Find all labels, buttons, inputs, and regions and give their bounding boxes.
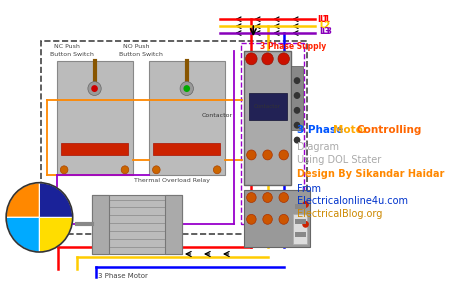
Wedge shape: [39, 217, 73, 252]
Circle shape: [279, 193, 289, 202]
Text: 3 Phase: 3 Phase: [297, 126, 343, 135]
Circle shape: [278, 53, 290, 65]
Bar: [91, 194, 182, 254]
Text: L3: L3: [319, 27, 330, 36]
Bar: [244, 51, 292, 185]
Bar: [241, 43, 304, 224]
Circle shape: [294, 77, 301, 84]
Text: Thermal Overload Relay: Thermal Overload Relay: [134, 178, 210, 183]
Text: Using DOL Stater: Using DOL Stater: [297, 155, 381, 165]
Text: Controlling: Controlling: [357, 126, 422, 135]
Bar: [154, 143, 220, 155]
Text: Diagram: Diagram: [297, 141, 338, 152]
Text: Contactor: Contactor: [202, 113, 233, 118]
Circle shape: [246, 214, 256, 224]
Circle shape: [183, 85, 190, 92]
Bar: [295, 219, 306, 224]
Circle shape: [88, 82, 101, 96]
Text: Design By Sikandar Haidar: Design By Sikandar Haidar: [297, 169, 444, 179]
Bar: [149, 61, 225, 175]
Circle shape: [60, 166, 68, 174]
Wedge shape: [39, 183, 73, 217]
Wedge shape: [6, 183, 39, 217]
Circle shape: [180, 82, 193, 96]
Text: 3 Phase Supply: 3 Phase Supply: [261, 42, 327, 51]
Text: L2: L2: [319, 21, 330, 30]
Text: 3 Phase Motor: 3 Phase Motor: [98, 273, 148, 279]
Text: From: From: [297, 184, 320, 194]
Circle shape: [246, 53, 257, 65]
Circle shape: [91, 85, 98, 92]
Circle shape: [246, 193, 256, 202]
Circle shape: [213, 166, 221, 174]
Circle shape: [302, 201, 309, 208]
Circle shape: [263, 193, 272, 202]
Text: Motor: Motor: [333, 126, 367, 135]
Text: L1: L1: [317, 15, 328, 24]
Circle shape: [262, 53, 273, 65]
Circle shape: [279, 150, 289, 160]
Circle shape: [294, 92, 301, 99]
Text: Button Switch: Button Switch: [119, 52, 164, 57]
Text: L1: L1: [319, 15, 330, 24]
Bar: [248, 93, 287, 120]
Text: Electricalonline4u.com: Electricalonline4u.com: [297, 196, 408, 206]
Circle shape: [294, 122, 301, 129]
Bar: [244, 190, 310, 247]
Bar: [165, 194, 182, 254]
Text: NC Push: NC Push: [54, 44, 80, 49]
Wedge shape: [6, 217, 39, 252]
Circle shape: [246, 150, 256, 160]
Text: L3: L3: [321, 27, 332, 36]
Text: Button Switch: Button Switch: [50, 52, 94, 57]
Bar: [295, 205, 306, 209]
Text: L2: L2: [319, 21, 330, 30]
Circle shape: [302, 221, 309, 228]
Bar: [41, 41, 308, 234]
Circle shape: [121, 166, 129, 174]
Circle shape: [279, 214, 289, 224]
Text: ElectricalBlog.org: ElectricalBlog.org: [297, 209, 382, 219]
Circle shape: [263, 150, 272, 160]
Bar: [61, 143, 128, 155]
Circle shape: [263, 214, 272, 224]
Text: NO Push: NO Push: [123, 44, 149, 49]
Circle shape: [153, 166, 160, 174]
Circle shape: [294, 107, 301, 114]
Circle shape: [294, 137, 301, 144]
Bar: [56, 61, 133, 175]
Bar: [91, 194, 109, 254]
Bar: [292, 66, 303, 130]
Bar: [295, 232, 306, 237]
Text: Contactor: Contactor: [254, 104, 281, 109]
Bar: [293, 214, 308, 244]
